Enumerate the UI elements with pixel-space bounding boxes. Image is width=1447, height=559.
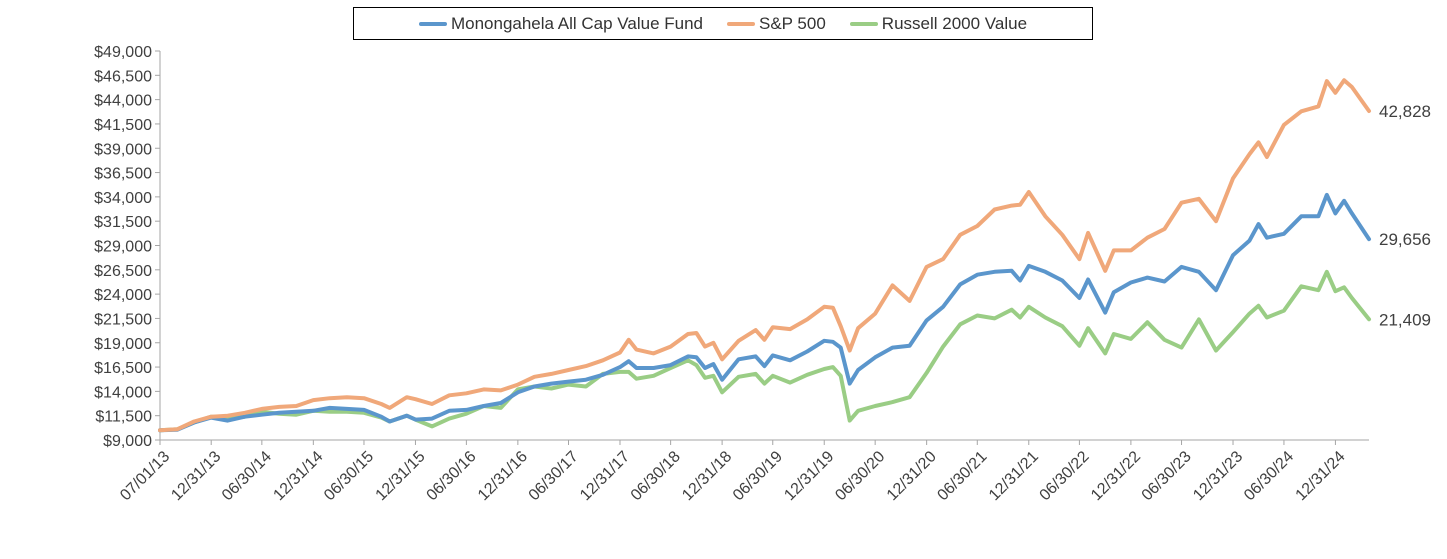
y-tick-label: $39,000 <box>94 141 152 158</box>
series-lines <box>158 78 1371 433</box>
legend: Monongahela All Cap Value Fund S&P 500 Rus… <box>353 7 1093 40</box>
x-tick-label: 06/30/16 <box>424 448 480 504</box>
legend-item: S&P 500 <box>727 14 826 34</box>
y-tick-label: $44,000 <box>94 93 152 110</box>
x-tick-label: 12/31/14 <box>270 448 326 504</box>
x-tick-label: 06/30/15 <box>321 448 377 504</box>
x-tick-label: 12/31/20 <box>884 448 940 504</box>
end-value-labels: 29,656 42,828 21,409 <box>1379 102 1431 329</box>
y-tick-label: $31,500 <box>94 214 152 231</box>
y-tick-label: $16,500 <box>94 360 152 377</box>
y-tick-label: $36,500 <box>94 166 152 183</box>
x-tick-label: 12/31/19 <box>781 448 837 504</box>
y-tick-label: $29,000 <box>94 239 152 256</box>
y-tick-label: $34,000 <box>94 190 152 207</box>
x-tick-label: 12/31/13 <box>168 448 224 504</box>
x-tick-label: 06/30/14 <box>219 448 275 504</box>
x-tick-label: 12/31/22 <box>1088 448 1144 504</box>
legend-item: Russell 2000 Value <box>849 13 1028 34</box>
y-tick-label: $41,500 <box>94 117 152 134</box>
y-tick-label: $9,000 <box>103 433 152 450</box>
series-line-russell-2000-value <box>158 269 1371 433</box>
end-value-label: 21,409 <box>1379 310 1431 329</box>
x-tick-label: 12/31/18 <box>679 448 735 504</box>
y-tick-label: $11,500 <box>95 409 152 426</box>
x-tick-label: 06/30/23 <box>1139 448 1195 504</box>
x-tick-label: 06/30/20 <box>832 448 888 504</box>
y-tick-label: $14,000 <box>94 384 152 401</box>
x-tick-label: 07/01/13 <box>117 448 173 504</box>
y-tick-label: $46,500 <box>94 68 152 85</box>
x-tick-label: 12/31/17 <box>577 448 633 504</box>
end-value-label: 29,656 <box>1379 230 1431 249</box>
x-tick-label: 12/31/23 <box>1190 448 1246 504</box>
y-tick-label: $26,500 <box>94 263 152 280</box>
y-tick-label: $21,500 <box>94 311 152 328</box>
x-tick-label: 06/30/18 <box>628 448 684 504</box>
y-axis-ticks: $9,000 $11,500 $14,000 $16,500 $19,000 $21,50… <box>94 44 160 450</box>
legend-swatch <box>849 21 878 26</box>
x-tick-label: 06/30/17 <box>526 448 582 504</box>
y-tick-label: $49,000 <box>94 44 152 61</box>
legend-label: S&P 500 <box>759 13 826 33</box>
y-tick-label: $19,000 <box>94 336 152 353</box>
x-tick-label: 06/30/22 <box>1037 448 1093 504</box>
x-tick-label: 06/30/19 <box>730 448 786 504</box>
legend-swatch <box>418 21 447 26</box>
x-tick-label: 12/31/24 <box>1293 448 1349 504</box>
x-tick-label: 12/31/15 <box>373 448 429 504</box>
legend-item: Monongahela All Cap Value Fund <box>418 13 703 34</box>
x-tick-label: 12/31/16 <box>475 448 531 504</box>
series-line-monongahela-all-cap-value-fund <box>158 192 1371 433</box>
x-tick-label: 12/31/21 <box>986 448 1042 504</box>
x-tick-label: 06/30/24 <box>1241 448 1297 504</box>
end-value-label: 42,828 <box>1379 102 1431 121</box>
series-line-s-p-500 <box>158 78 1371 433</box>
legend-label: Russell 2000 Value <box>881 13 1028 33</box>
x-axis-ticks: 07/01/1312/31/1306/30/1412/31/1406/30/15… <box>117 440 1349 504</box>
legend-swatch <box>727 21 755 26</box>
x-tick-label: 06/30/21 <box>934 448 990 504</box>
y-tick-label: $24,000 <box>94 287 152 304</box>
legend-label: Monongahela All Cap Value Fund <box>450 13 703 33</box>
